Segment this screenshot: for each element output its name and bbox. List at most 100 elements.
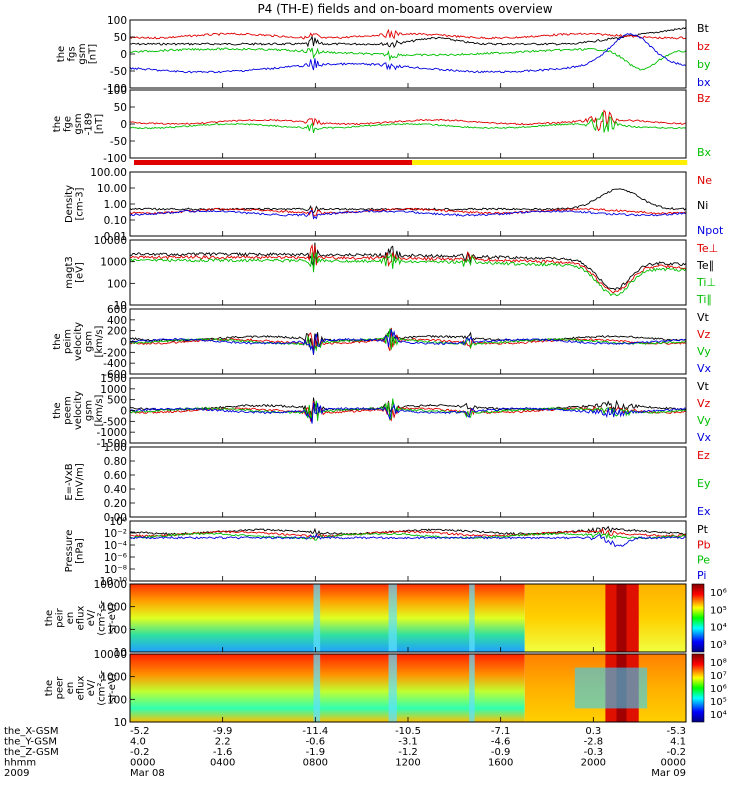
ytick-label: 0.00 <box>104 512 127 524</box>
footer-value: -0.3 <box>584 747 604 758</box>
spectrogram-band <box>469 654 475 722</box>
y-axis-label: thepeerenefluxeV/(cm²-s-sr-eV) <box>44 670 118 706</box>
footer-row-label: the_Y-GSM <box>4 737 57 748</box>
ytick-label: 400 <box>107 315 127 327</box>
ytick-label: 50 <box>114 102 127 114</box>
ytick-label: 10 <box>114 647 127 659</box>
legend-p2-Bz: Bz <box>697 92 711 105</box>
legend-p4-Ti⊥: Ti⊥ <box>696 276 716 289</box>
ytick-label: 10⁻⁶ <box>104 552 127 564</box>
colorbar-label: 10⁴ <box>710 623 727 634</box>
ytick-label: 1.00 <box>104 199 127 211</box>
ytick-label: 1.00 <box>104 442 127 454</box>
series-p6-green <box>129 398 687 421</box>
series-p4-black <box>129 242 687 291</box>
ytick-label: -400 <box>103 358 127 370</box>
footer-value: -2.8 <box>584 737 604 748</box>
colorbar <box>691 583 705 653</box>
series-p1-green <box>129 47 687 71</box>
legend-p5-Vz: Vz <box>697 328 711 341</box>
footer-value: -0.2 <box>130 747 150 758</box>
legend-p8-Pe: Pe <box>697 554 710 567</box>
footer-value: -0.6 <box>306 737 326 748</box>
ytick-label: -50 <box>110 136 127 148</box>
footer-value: -5.3 <box>666 726 686 737</box>
footer-value: 1200 <box>395 758 420 769</box>
ytick-label: -500 <box>103 416 127 428</box>
ytick-label: 10⁻² <box>104 528 127 540</box>
series-p5-black <box>129 327 687 350</box>
ytick-label: 0 <box>120 337 127 349</box>
ytick-label: 10 <box>114 717 127 729</box>
footer-value: 0400 <box>210 758 235 769</box>
ytick-label: 10⁻¹⁰ <box>100 576 127 588</box>
series-p6-black <box>129 397 687 421</box>
legend-p4-Ti∥: Ti∥ <box>696 293 712 306</box>
series-p3-blue <box>129 209 687 220</box>
ytick-label: -100 <box>103 83 127 95</box>
ytick-label: -600 <box>103 369 127 381</box>
spectrogram-band <box>313 654 321 722</box>
footer-row-label: the_X-GSM <box>4 726 58 737</box>
figure-title: P4 (TH-E) fields and on-board moments ov… <box>257 2 552 16</box>
panel-p9: 10⁶ 10⁵ 10⁴ 10³ 10000 1000 100 10 thepeireneflux… <box>44 579 727 659</box>
y-axis-label: Pressure[nPa] <box>64 530 86 573</box>
spectrogram-band <box>388 584 397 652</box>
plot-frame <box>129 446 687 518</box>
series-p4-red <box>129 243 687 294</box>
colorbar-label: 10⁵ <box>710 605 727 616</box>
ytick-label: 10.00 <box>97 183 127 195</box>
ytick-label: 100 <box>107 694 127 706</box>
ytick-label: 10 <box>114 300 127 312</box>
y-axis-label: thepeirenefluxeV/(cm²-s-sr-eV) <box>44 600 118 636</box>
y-axis-label: thefgsgsm[nT] <box>56 43 99 64</box>
legend-p7-Ez: Ez <box>697 449 710 462</box>
ytick-label: 0 <box>120 406 127 418</box>
legend-p1-bx: bx <box>697 76 711 89</box>
footer-value: -5.2 <box>130 726 150 737</box>
footer-value: -9.9 <box>213 726 233 737</box>
ytick-label: 1500 <box>100 373 127 385</box>
ytick-label: 10⁻⁸ <box>104 564 127 576</box>
colorbar-label: 10⁷ <box>710 671 727 682</box>
colorbar-label: 10³ <box>710 640 727 651</box>
footer-value: -4.6 <box>491 737 511 748</box>
y-axis-label: E=-VxB[mV/m] <box>64 463 86 501</box>
ytick-label: 0 <box>120 49 127 61</box>
colorbar <box>691 653 705 723</box>
colorbar-label: 10⁸ <box>710 658 727 669</box>
series-p4-green <box>129 252 687 297</box>
legend-p8-Pt: Pt <box>697 523 709 536</box>
spectrogram-band <box>130 654 525 722</box>
ytick-label: 100 <box>107 624 127 636</box>
footer-value: 0000 <box>661 758 686 769</box>
footer-value: -10.5 <box>395 726 421 737</box>
ytick-label: 0 <box>120 119 127 131</box>
footer-value: 4.1 <box>670 737 686 748</box>
footer-value: -11.4 <box>302 726 328 737</box>
legend-p4-Te⊥: Te⊥ <box>696 242 718 255</box>
mode-bar-fast <box>134 160 412 165</box>
footer-value: -1.6 <box>213 747 233 758</box>
ytick-label: 10000 <box>94 649 127 661</box>
spectrogram-band <box>616 584 627 652</box>
ytick-label: 0.60 <box>104 470 127 482</box>
ytick-label: 1000 <box>100 384 127 396</box>
legend-p6-Vz: Vz <box>697 397 711 410</box>
y-axis-label: thepeimvelocitygsm[km/s] <box>52 322 105 361</box>
ytick-label: 100 <box>107 85 127 97</box>
series-p1-blue <box>129 32 687 74</box>
ytick-label: 50 <box>114 32 127 44</box>
ytick-label: 100.00 <box>90 167 127 179</box>
ytick-label: 100 <box>107 278 127 290</box>
ytick-label: 10⁻⁴ <box>104 540 127 552</box>
panel-p10: 10⁸ 10⁷ 10⁶ 10⁵ 10⁴ 10000 1000 100 10 thepeerenef… <box>44 649 727 729</box>
legend-p1-bz: bz <box>697 40 710 53</box>
ytick-label: 0.01 <box>104 231 127 243</box>
series-p8-green <box>129 531 687 541</box>
y-axis-label: thefgegsm-189[nT] <box>52 113 105 136</box>
spectrogram-band <box>574 667 648 709</box>
